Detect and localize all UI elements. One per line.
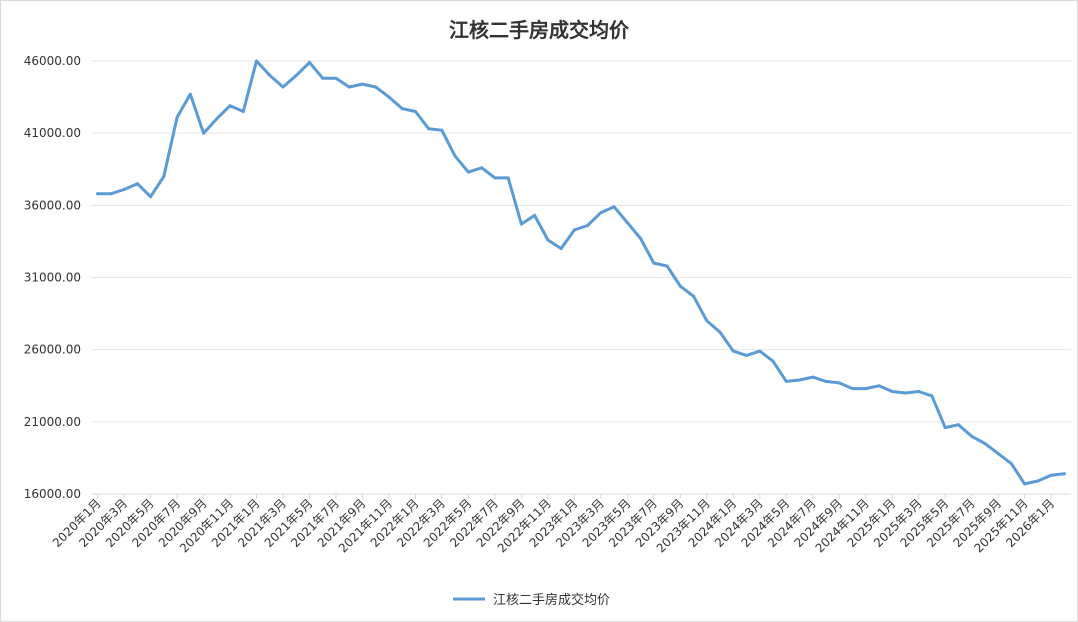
data-point xyxy=(572,228,576,232)
data-point xyxy=(599,211,603,215)
data-point xyxy=(930,394,934,398)
data-point xyxy=(162,175,166,178)
data-point xyxy=(943,426,947,430)
series-line xyxy=(96,59,1066,486)
data-point xyxy=(241,110,245,113)
data-point xyxy=(135,182,139,186)
data-point xyxy=(493,176,497,180)
data-point xyxy=(692,294,696,298)
data-point xyxy=(904,391,907,395)
data-point xyxy=(414,110,417,113)
data-point xyxy=(665,264,669,268)
data-point xyxy=(970,434,974,438)
data-point xyxy=(625,221,629,225)
data-point xyxy=(639,237,643,240)
data-point xyxy=(771,359,775,363)
data-point xyxy=(334,76,338,80)
x-axis: 2020年1月2020年3月2020年5月2020年7月2020年9月2020年… xyxy=(50,494,1057,555)
data-point xyxy=(745,353,748,357)
data-point xyxy=(890,390,894,393)
data-point xyxy=(175,115,179,119)
data-point xyxy=(758,349,762,353)
data-point xyxy=(122,188,126,191)
data-point xyxy=(678,284,682,288)
data-point xyxy=(347,85,351,89)
data-point xyxy=(281,85,285,89)
grid xyxy=(91,60,1071,495)
data-point xyxy=(811,375,815,379)
legend-label: 江核二手房成交均价 xyxy=(493,592,610,608)
data-point xyxy=(731,349,735,353)
chart-title: 江核二手房成交均价 xyxy=(449,18,630,42)
data-point xyxy=(533,213,537,217)
y-tick-label: 26000.00 xyxy=(24,343,81,357)
data-point xyxy=(506,176,510,180)
data-point xyxy=(294,73,298,77)
data-point xyxy=(427,127,431,131)
data-point xyxy=(612,205,616,209)
data-point xyxy=(96,192,100,196)
data-point xyxy=(559,247,563,251)
data-point xyxy=(215,117,219,121)
data-point xyxy=(798,378,801,382)
data-point xyxy=(149,195,153,199)
data-point xyxy=(851,387,854,391)
data-point xyxy=(1062,472,1066,476)
data-point xyxy=(1023,482,1027,486)
data-point xyxy=(519,222,523,226)
data-point xyxy=(466,170,470,174)
data-point xyxy=(400,107,404,111)
y-tick-label: 36000.00 xyxy=(24,198,81,212)
data-point xyxy=(824,379,828,383)
data-point xyxy=(917,390,921,393)
data-point xyxy=(996,452,1000,456)
data-point xyxy=(109,192,113,196)
data-point xyxy=(361,82,364,86)
y-tick-label: 46000.00 xyxy=(24,54,81,68)
legend: 江核二手房成交均价 xyxy=(453,592,610,608)
data-point xyxy=(374,85,378,89)
data-point xyxy=(1049,473,1053,477)
data-point xyxy=(440,128,444,132)
data-point xyxy=(387,95,391,99)
y-tick-label: 16000.00 xyxy=(24,487,81,501)
data-point xyxy=(718,330,722,334)
data-point xyxy=(188,92,192,96)
data-point xyxy=(837,381,841,385)
data-point xyxy=(1009,462,1013,466)
data-point xyxy=(1036,479,1040,483)
data-point xyxy=(453,154,457,158)
data-point xyxy=(480,166,484,170)
data-point xyxy=(308,60,311,64)
data-point xyxy=(202,131,206,135)
data-point xyxy=(546,238,550,242)
data-point xyxy=(705,319,709,323)
data-point xyxy=(255,59,258,63)
data-point xyxy=(864,387,868,391)
y-axis: 16000.00 21000.00 26000.00 31000.00 36000.00… xyxy=(24,54,81,501)
data-point xyxy=(268,73,272,77)
data-point xyxy=(228,104,232,108)
y-tick-label: 31000.00 xyxy=(24,271,81,285)
data-points xyxy=(96,59,1066,486)
data-point xyxy=(652,261,656,265)
data-point xyxy=(784,379,788,383)
data-point xyxy=(983,442,987,445)
data-point xyxy=(956,423,960,427)
data-point xyxy=(321,76,325,80)
y-tick-label: 21000.00 xyxy=(24,415,81,429)
y-tick-label: 41000.00 xyxy=(24,126,81,140)
data-point xyxy=(877,384,881,388)
data-point xyxy=(586,224,590,227)
